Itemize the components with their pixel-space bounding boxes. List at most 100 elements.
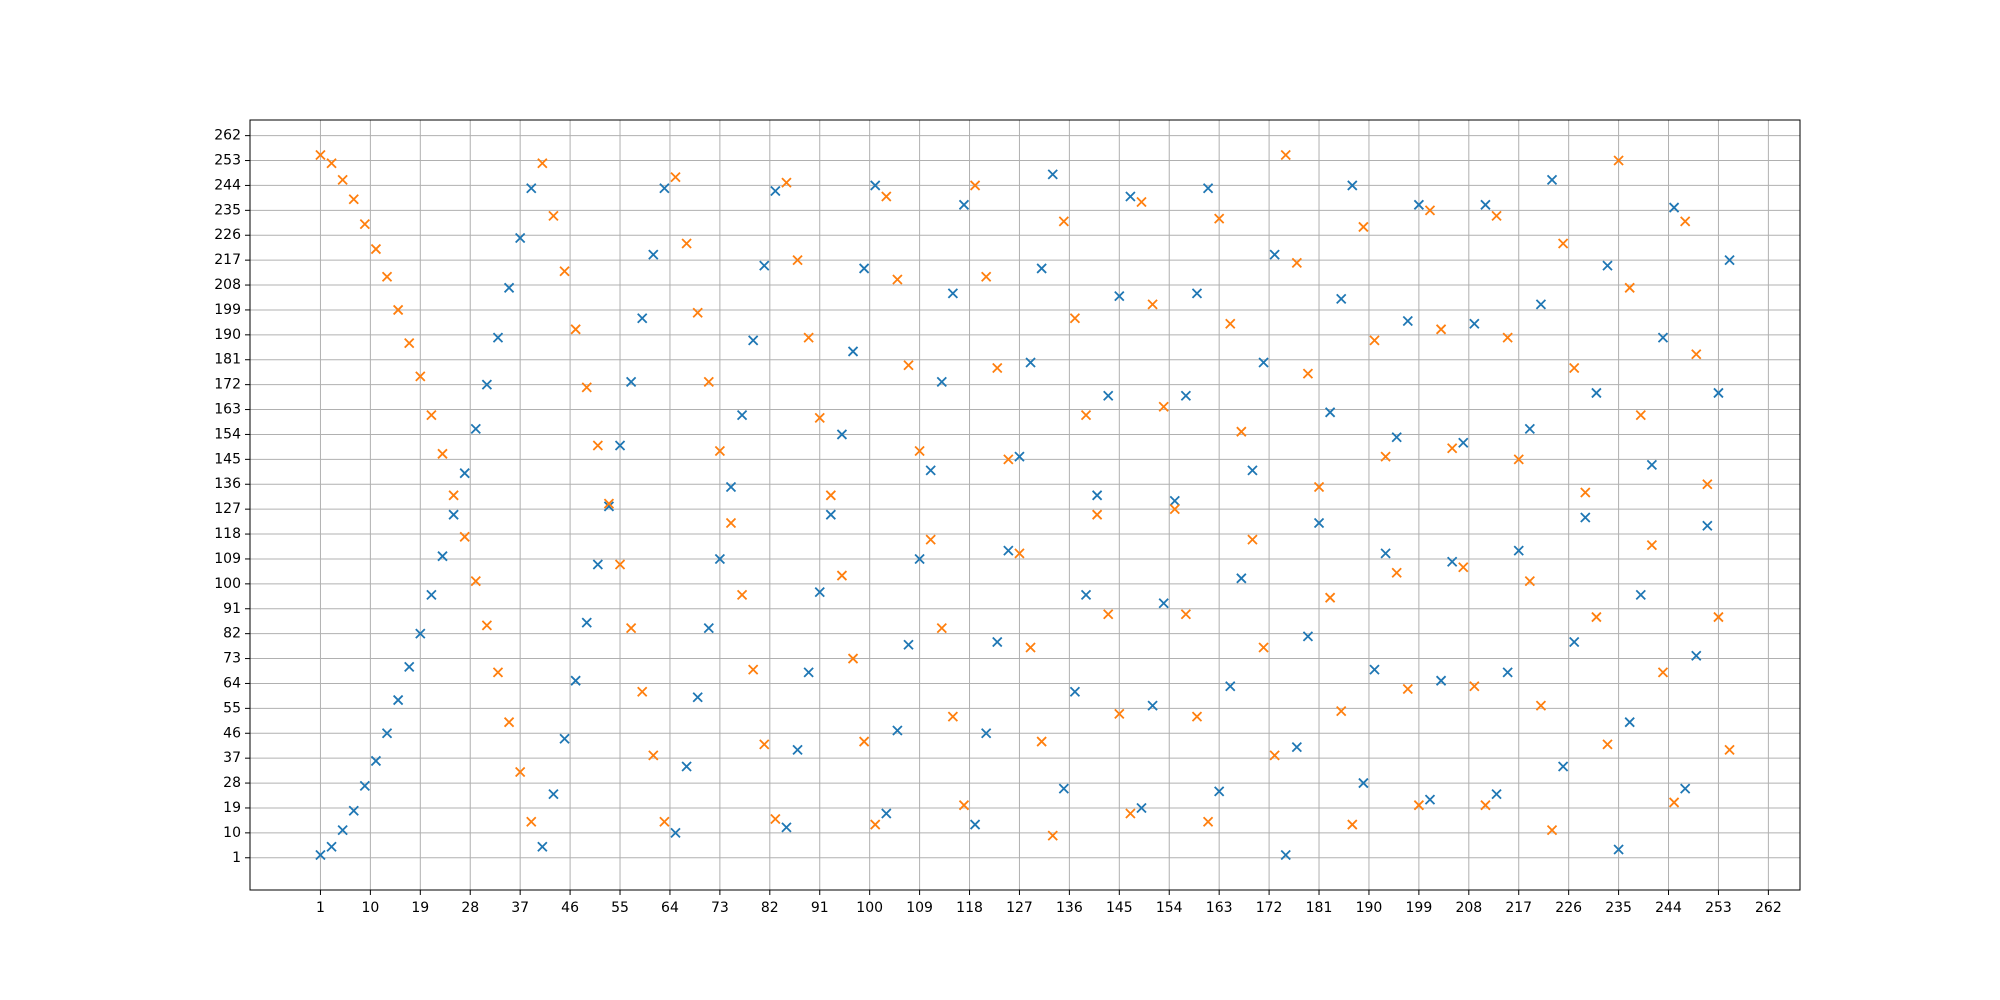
point [1291, 257, 1302, 269]
point [814, 412, 825, 423]
point [1458, 437, 1469, 448]
point [592, 440, 603, 451]
point [1269, 249, 1280, 260]
point [770, 813, 781, 825]
point [337, 174, 348, 186]
point [526, 816, 537, 827]
point [326, 841, 337, 852]
point [1191, 288, 1203, 299]
point [603, 498, 615, 509]
point [1380, 451, 1391, 462]
point [1613, 844, 1624, 855]
point [1646, 459, 1658, 471]
point [1502, 667, 1513, 678]
point [1447, 443, 1458, 454]
point [1158, 401, 1169, 412]
point [1147, 299, 1158, 310]
point [470, 575, 481, 587]
point [1657, 332, 1669, 343]
point [548, 210, 559, 222]
point [470, 423, 481, 435]
y-tick-label: 136 [214, 476, 241, 492]
point [1458, 562, 1469, 573]
point [703, 622, 714, 634]
point [759, 739, 770, 750]
point [1014, 548, 1025, 559]
point [1080, 409, 1092, 421]
point [1136, 196, 1147, 208]
point [870, 180, 881, 191]
x-tick-label: 10 [361, 900, 379, 916]
point [459, 468, 470, 479]
point [1114, 708, 1125, 720]
point [1713, 387, 1724, 399]
y-tick-label: 154 [214, 426, 241, 442]
point [1535, 700, 1547, 711]
point [370, 243, 382, 255]
y-tick-label: 226 [214, 227, 241, 243]
point [1313, 481, 1325, 493]
point [315, 849, 326, 861]
x-tick-label: 154 [1156, 900, 1183, 916]
point [1169, 495, 1180, 506]
point [1180, 609, 1192, 620]
x-tick-label: 64 [661, 900, 679, 916]
point [437, 448, 448, 459]
x-tick-label: 181 [1306, 900, 1333, 916]
y-tick-label: 73 [223, 651, 241, 667]
point [825, 509, 836, 520]
y-tick-label: 64 [223, 675, 241, 691]
point [581, 382, 592, 393]
point [1569, 636, 1580, 648]
point [381, 271, 393, 282]
x-tick-label: 37 [511, 900, 529, 916]
y-tick-label: 235 [214, 202, 241, 218]
y-tick-label: 37 [223, 750, 241, 766]
point [1358, 777, 1369, 789]
point [1324, 407, 1336, 418]
point [681, 238, 692, 249]
point [1302, 368, 1314, 379]
point [337, 824, 348, 836]
y-tick-label: 28 [223, 775, 241, 791]
point [914, 445, 925, 457]
point [415, 371, 426, 382]
point [1302, 631, 1314, 642]
x-tick-label: 163 [1206, 900, 1233, 916]
point [1158, 598, 1169, 609]
point [326, 158, 337, 169]
point [803, 332, 814, 343]
point [1491, 210, 1502, 222]
point [1602, 260, 1613, 271]
point [792, 744, 803, 755]
point [481, 620, 493, 631]
point [1491, 788, 1502, 800]
point [958, 199, 970, 210]
point [1047, 169, 1058, 180]
x-tick-label: 28 [461, 900, 479, 916]
point [592, 559, 603, 570]
point [526, 183, 537, 194]
point [1524, 423, 1535, 435]
point [1058, 216, 1069, 227]
point [481, 379, 493, 390]
point [1103, 609, 1114, 620]
point [969, 180, 981, 191]
point [1447, 556, 1458, 567]
point [570, 675, 581, 686]
point [1635, 409, 1646, 421]
y-tick-label: 262 [214, 128, 241, 144]
point [415, 628, 426, 639]
point [714, 553, 726, 565]
point [1280, 149, 1291, 161]
point [359, 780, 370, 791]
point [1691, 650, 1702, 661]
y-tick-label: 55 [223, 700, 241, 716]
point [625, 376, 637, 388]
point [1724, 255, 1735, 266]
point [348, 194, 359, 205]
point [1369, 664, 1380, 675]
point [892, 274, 903, 285]
point [603, 501, 615, 512]
